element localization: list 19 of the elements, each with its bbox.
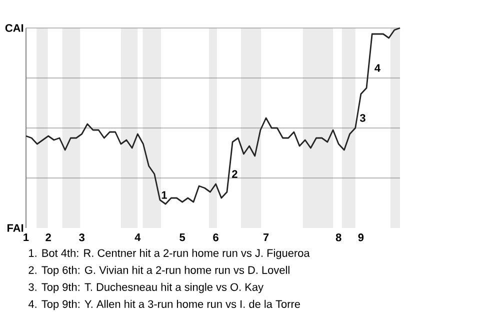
x-tick-label: 7 bbox=[263, 234, 269, 242]
text: 3. Top 9th: T. Duchesneau hit a single vs O. Kay bbox=[28, 282, 264, 294]
x-tick-label: 8 bbox=[336, 234, 342, 242]
text: CAI bbox=[5, 24, 24, 32]
x-tick-label: 6 bbox=[213, 234, 218, 242]
x-tick-label: 2 bbox=[46, 234, 51, 242]
x-tick-label: 3 bbox=[79, 234, 84, 242]
x-tick-label: 1 bbox=[24, 234, 29, 242]
text: 2. Top 6th: G. Vivian hit a 2-run home run vs D. Lovell bbox=[28, 266, 290, 276]
annotation: 4 bbox=[374, 64, 380, 72]
text: 1. Bot 4th: R. Centner hit a 2-run home run vs J. Figueroa bbox=[29, 248, 310, 260]
x-tick-label: 4 bbox=[134, 234, 141, 242]
annotation: 3 bbox=[360, 114, 366, 122]
x-tick-label: 5 bbox=[180, 234, 186, 242]
x-tick-label: 9 bbox=[358, 234, 364, 242]
text: 4. Top 9th: Y. Allen hit a 3-run home run vs I. de la Torre bbox=[28, 300, 300, 310]
annotation: 2 bbox=[232, 170, 238, 178]
text: FAI bbox=[8, 224, 24, 232]
annotation: 1 bbox=[162, 191, 167, 199]
